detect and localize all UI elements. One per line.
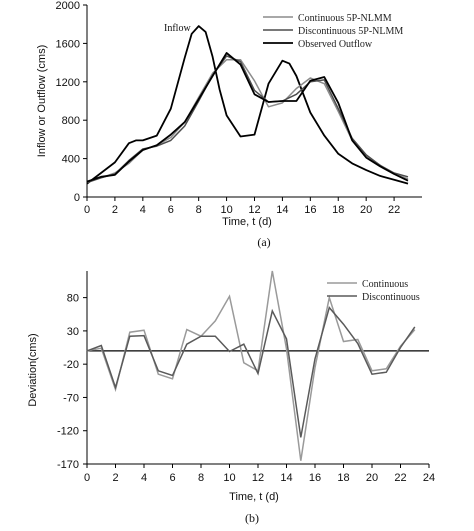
chart-b-x-tick-label: 20 — [366, 472, 378, 484]
chart-a-legend: Continuous 5P-NLMM Discontinuous 5P-NLMM… — [263, 13, 403, 50]
chart-b-y-tick-label: -70 — [63, 392, 79, 404]
chart-a-x-tick-label: 12 — [248, 204, 260, 216]
chart-a-line-discontinuous-5p-nlmm — [86, 55, 409, 184]
chart-a-y-tick-label: 1200 — [56, 77, 80, 89]
chart-a-x-tick-label: 22 — [388, 204, 400, 216]
chart-b-x-tick-label: 0 — [84, 472, 90, 484]
chart-b-ylabel: Deviation(cms) — [27, 333, 39, 406]
chart-a-x-tick-label: 6 — [168, 204, 174, 216]
chart-a-x-tick-label: 18 — [332, 204, 344, 216]
chart-b-x-tick-label: 22 — [394, 472, 406, 484]
chart-b-x-tick-label: 18 — [337, 472, 349, 484]
chart-a-x-tick-label: 8 — [196, 204, 202, 216]
chart-b-x-tick-label: 14 — [280, 472, 292, 484]
chart-a-x-tick-label: 16 — [304, 204, 316, 216]
chart-b-y-tick-label: 30 — [67, 326, 79, 338]
chart-b-x-tick-label: 4 — [141, 472, 147, 484]
chart-b-y-tick-labels: 80 30 -20 -70 -120 -170 — [57, 293, 87, 471]
chart-b-line-continuous — [86, 270, 416, 461]
chart-b-x-tick-labels: 0 2 4 6 8 10 12 14 16 18 20 22 24 — [84, 464, 435, 484]
chart-a-line-inflow — [86, 25, 409, 185]
chart-a-y-tick-label: 2000 — [56, 0, 80, 12]
chart-b-x-tick-label: 8 — [198, 472, 204, 484]
chart-a-x-tick-label: 2 — [112, 204, 118, 216]
chart-a-ylabel: Inflow or Outflow (cms) — [36, 45, 48, 157]
legend-label-continuous-5p-nlmm: Continuous 5P-NLMM — [298, 13, 392, 24]
legend-label-observed-outflow: Observed Outflow — [298, 39, 373, 50]
chart-b-caption: (b) — [245, 511, 259, 525]
chart-a-y-tick-label: 800 — [62, 115, 80, 127]
chart-a-x-tick-label: 10 — [220, 204, 232, 216]
chart-b-x-tick-label: 12 — [252, 472, 264, 484]
chart-a-y-tick-labels: 0 400 800 1200 1600 2000 — [56, 0, 87, 204]
chart-b-y-tick-label: 80 — [67, 293, 79, 305]
legend-label-discontinuous: Discontinuous — [362, 292, 420, 303]
chart-a-y-tick-label: 0 — [74, 192, 80, 204]
legend-label-continuous: Continuous — [362, 279, 408, 290]
chart-b-x-tick-label: 16 — [309, 472, 321, 484]
chart-b-legend: Continuous Discontinuous — [327, 279, 420, 303]
chart-a-xlabel: Time, t (d) — [222, 216, 272, 228]
chart-b-line-discontinuous — [86, 306, 416, 438]
chart-b-x-tick-label: 10 — [223, 472, 235, 484]
chart-a-series — [86, 25, 409, 185]
chart-b-x-tick-label: 2 — [112, 472, 118, 484]
chart-b-y-tick-label: -20 — [63, 359, 79, 371]
chart-a-x-tick-label: 14 — [276, 204, 288, 216]
chart-a-x-tick-label: 0 — [84, 204, 90, 216]
chart-a-caption: (a) — [257, 235, 270, 249]
chart-b-y-tick-label: -120 — [57, 426, 79, 438]
chart-a-line-observed-outflow — [86, 52, 409, 183]
chart-b-series — [86, 270, 416, 461]
chart-b-x-tick-label: 6 — [169, 472, 175, 484]
inflow-annotation: Inflow — [164, 23, 191, 34]
legend-label-discontinuous-5p-nlmm: Discontinuous 5P-NLMM — [298, 26, 403, 37]
chart-b-y-tick-label: -170 — [57, 459, 79, 471]
chart-a-x-tick-label: 4 — [140, 204, 146, 216]
chart-b-xlabel: Time, t (d) — [229, 491, 279, 503]
chart-a-y-tick-label: 1600 — [56, 38, 80, 50]
chart-a-x-tick-label: 20 — [360, 204, 372, 216]
chart-a-y-tick-label: 400 — [62, 154, 80, 166]
chart-b-x-tick-label: 24 — [423, 472, 435, 484]
chart-a-x-tick-labels: 0 2 4 6 8 10 12 14 16 18 20 22 — [84, 197, 400, 216]
